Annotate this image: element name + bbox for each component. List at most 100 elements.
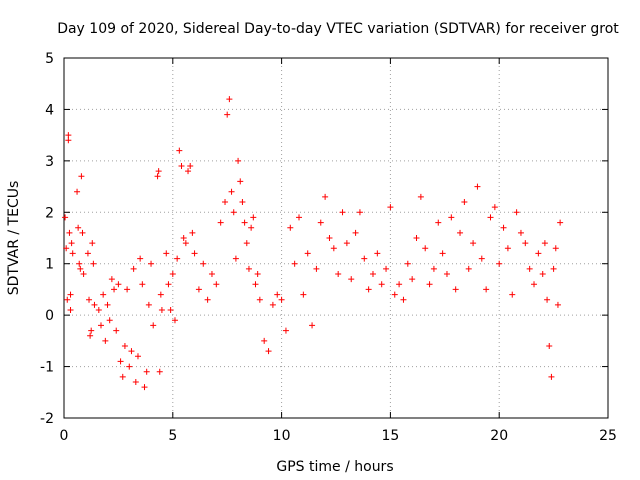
data-point [339, 209, 346, 216]
data-point [143, 368, 150, 375]
data-point [369, 271, 376, 277]
chart-title: Day 109 of 2020, Sidereal Day-to-day VTE… [57, 21, 619, 37]
data-point [291, 260, 298, 267]
data-point [230, 209, 237, 216]
data-point [245, 265, 252, 272]
data-point [557, 219, 564, 226]
data-point [330, 245, 337, 252]
data-point [134, 353, 141, 360]
data-point [100, 291, 107, 298]
data-point [128, 348, 135, 355]
data-point [452, 286, 459, 293]
data-point [237, 178, 244, 185]
data-point [517, 229, 524, 236]
x-tick-label: 10 [273, 428, 291, 444]
data-point [374, 250, 381, 257]
data-point [326, 235, 333, 241]
data-point [176, 147, 183, 154]
data-point [95, 307, 102, 313]
data-point [413, 235, 420, 241]
data-point [113, 327, 120, 334]
data-point [541, 240, 548, 247]
data-point [254, 271, 261, 277]
data-point [67, 307, 74, 313]
data-point [67, 291, 74, 298]
data-point [185, 168, 192, 175]
data-point [76, 260, 83, 267]
data-point [182, 240, 189, 247]
data-point [383, 265, 390, 272]
data-point [155, 168, 162, 175]
data-point [163, 250, 170, 257]
data-point [208, 271, 215, 277]
data-point [550, 265, 557, 272]
data-point [465, 265, 472, 272]
axis-ticks: 0 5 10 15 20 25 -2 -1 0 1 2 3 4 5 [40, 51, 617, 444]
data-point [487, 214, 494, 221]
data-point [287, 224, 294, 231]
data-point [174, 255, 181, 262]
data-point [417, 193, 424, 200]
x-axis-title: GPS time / hours [276, 459, 393, 475]
data-point [65, 132, 72, 139]
data-point [509, 291, 516, 298]
data-point [69, 250, 76, 257]
data-point [78, 173, 85, 180]
data-point [265, 348, 272, 355]
data-point [296, 214, 303, 221]
data-point [274, 291, 281, 298]
data-point [282, 327, 289, 334]
x-tick-label: 25 [599, 428, 617, 444]
data-point [378, 281, 385, 288]
data-point [232, 255, 239, 262]
data-point [62, 214, 69, 221]
data-point [409, 276, 416, 283]
data-point [111, 286, 118, 293]
data-point [400, 296, 407, 303]
data-point [343, 240, 350, 247]
data-point [97, 322, 104, 329]
data-point [243, 240, 250, 247]
data-point [448, 214, 455, 221]
data-point [313, 265, 320, 272]
data-point [154, 173, 161, 180]
data-point [304, 250, 311, 257]
data-point [80, 271, 87, 277]
x-tick-label: 20 [490, 428, 508, 444]
data-point [500, 224, 507, 231]
y-tick-label: -2 [40, 411, 54, 427]
data-point [348, 276, 355, 283]
data-point [222, 199, 229, 205]
data-point [189, 229, 196, 236]
plot-frame [63, 57, 609, 419]
data-point [141, 384, 148, 391]
data-point [88, 327, 95, 334]
x-tick-label: 5 [168, 428, 177, 444]
data-point [64, 296, 71, 303]
data-point [157, 291, 164, 298]
data-point [531, 281, 538, 288]
data-point [89, 240, 96, 247]
data-point [74, 188, 81, 195]
data-point [171, 317, 178, 324]
data-point [130, 265, 137, 272]
data-point [124, 286, 131, 293]
data-points [62, 96, 564, 391]
data-point [404, 260, 411, 267]
x-tick-label: 15 [381, 428, 399, 444]
data-point [213, 281, 220, 288]
data-point [391, 291, 398, 298]
data-point [195, 286, 202, 293]
data-point [356, 209, 363, 216]
data-point [552, 245, 559, 252]
data-point [235, 157, 242, 164]
data-point [148, 260, 155, 267]
y-tick-label: 0 [45, 308, 54, 324]
y-tick-label: 2 [45, 205, 54, 221]
data-point [84, 250, 91, 257]
data-point [322, 193, 329, 200]
data-point [504, 245, 511, 252]
data-point [167, 307, 174, 313]
data-point [137, 255, 144, 262]
data-point [66, 229, 73, 236]
